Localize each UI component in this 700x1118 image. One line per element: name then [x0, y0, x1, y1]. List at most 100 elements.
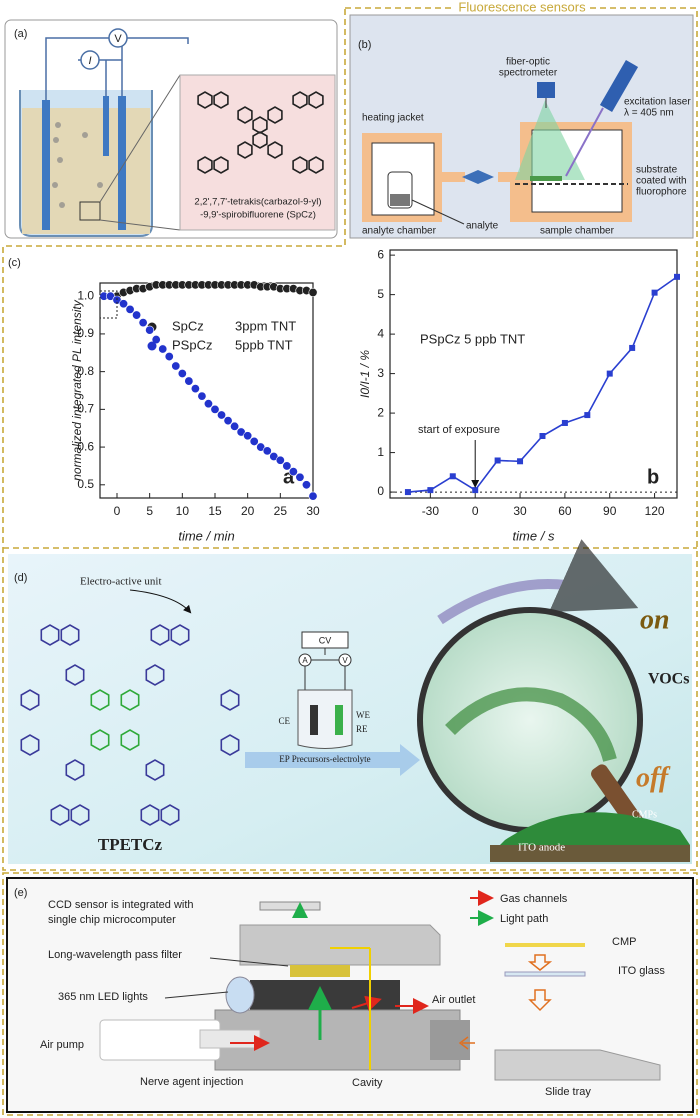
- label: Nerve agent injection: [140, 1076, 243, 1088]
- ring: [237, 106, 253, 124]
- ring: [213, 91, 229, 109]
- y-tick-label: 0.9: [77, 326, 94, 340]
- legend-label: SpCz: [172, 318, 204, 333]
- y-tick-label: 4: [377, 326, 384, 340]
- ring: [213, 156, 229, 174]
- x-tick-label: 60: [558, 504, 572, 518]
- ring: [197, 156, 213, 174]
- legend-label: Gas channels: [500, 893, 568, 905]
- data-point: [295, 472, 305, 482]
- label: heating jacket: [362, 113, 424, 124]
- data-point: [404, 489, 411, 496]
- y-tick-label: 0.5: [77, 477, 94, 491]
- ring: [170, 624, 190, 646]
- data-point: [151, 335, 161, 345]
- label: sample chamber: [540, 226, 615, 237]
- ring: [120, 729, 140, 751]
- molecule-name: 2,2',7,7'-tetrakis(carbazol-9-yl): [194, 197, 321, 208]
- data-point: [132, 310, 142, 320]
- data-point: [282, 461, 292, 471]
- data-point: [210, 404, 220, 414]
- data-point: [145, 325, 155, 335]
- ring: [267, 141, 283, 159]
- data-point: [190, 384, 200, 394]
- ring: [60, 624, 80, 646]
- label: spectrometer: [499, 68, 558, 79]
- label: fluorophore: [636, 187, 687, 198]
- data-point: [472, 487, 479, 494]
- panel-label: (d): [14, 572, 27, 584]
- panel-d: (d) Electro-active unit TPETCz CV A V CE…: [8, 539, 692, 864]
- label: CMP: [612, 936, 636, 948]
- label: CMPs: [632, 809, 657, 820]
- x-tick-label: 25: [274, 504, 288, 518]
- data-point: [119, 299, 129, 309]
- ring: [220, 734, 240, 756]
- label: coated with: [636, 176, 687, 187]
- label: Slide tray: [545, 1086, 591, 1098]
- label: CV: [319, 635, 332, 645]
- data-point: [308, 491, 318, 501]
- y-tick-label: 0.8: [77, 364, 94, 378]
- figure-title: Fluorescence sensors: [458, 0, 586, 14]
- legend-label: 5ppb TNT: [235, 337, 293, 352]
- ring: [220, 689, 240, 711]
- data-point: [308, 287, 318, 297]
- x-tick-label: 0: [114, 504, 121, 518]
- x-tick-label: 30: [306, 504, 320, 518]
- label: Long-wavelength pass filter: [48, 949, 182, 961]
- y-tick-label: 6: [377, 247, 384, 261]
- x-tick-label: 90: [603, 504, 617, 518]
- label: Air pump: [40, 1039, 84, 1051]
- data-point: [171, 361, 181, 371]
- y-tick-label: 1: [377, 445, 384, 459]
- label: Air outlet: [432, 994, 475, 1006]
- ring: [20, 689, 40, 711]
- panel-a: (a) V I 2,2',7,7'-tetrakis(carbazol-9-yl…: [4, 19, 338, 239]
- data-point: [138, 318, 148, 328]
- label: Cavity: [352, 1077, 383, 1089]
- y-tick-label: 0: [377, 484, 384, 498]
- y-tick-label: 1.0: [77, 288, 94, 302]
- molecule-name: -9,9'-spirobifluorene (SpCz): [200, 210, 316, 221]
- label: V: [342, 656, 348, 665]
- x-tick-label: 0: [472, 504, 479, 518]
- panel-label: (a): [14, 28, 27, 40]
- data-point: [301, 480, 311, 490]
- data-point: [539, 433, 546, 439]
- plot-frame: [389, 249, 678, 499]
- panel-b: (b) fiber-optic spectrometer excitation …: [349, 14, 694, 239]
- data-point: [427, 487, 434, 494]
- data-point: [494, 457, 501, 464]
- legend-label: Light path: [500, 913, 548, 925]
- label: 365 nm LED lights: [58, 991, 148, 1003]
- data-point: [561, 419, 568, 426]
- data-point: [275, 455, 285, 465]
- x-tick-label: 20: [241, 504, 255, 518]
- panel-e: (e) CCD sensor is integrated with single…: [6, 877, 694, 1113]
- data-point: [217, 410, 227, 420]
- data-point: [584, 412, 591, 419]
- data-point: [164, 352, 174, 362]
- data-point: [125, 304, 135, 314]
- label: Electro-active unit: [80, 576, 162, 588]
- ring: [308, 156, 324, 174]
- data-point: [674, 273, 680, 280]
- data-point: [249, 436, 259, 446]
- x-axis-label: time / s: [513, 528, 555, 543]
- data-point: [243, 431, 253, 441]
- label: analyte: [466, 221, 499, 232]
- ring: [145, 759, 165, 781]
- ring: [292, 156, 308, 174]
- panel-label: (c): [8, 257, 21, 269]
- y-tick-label: 3: [377, 366, 384, 380]
- ring: [252, 131, 268, 149]
- label: analyte chamber: [362, 226, 437, 237]
- label: substrate: [636, 165, 678, 176]
- ring: [292, 91, 308, 109]
- ring: [90, 689, 110, 711]
- y-tick-label: 5: [377, 287, 384, 301]
- meter-label: V: [114, 33, 122, 45]
- x-tick-label: 10: [176, 504, 190, 518]
- data-point: [651, 289, 658, 296]
